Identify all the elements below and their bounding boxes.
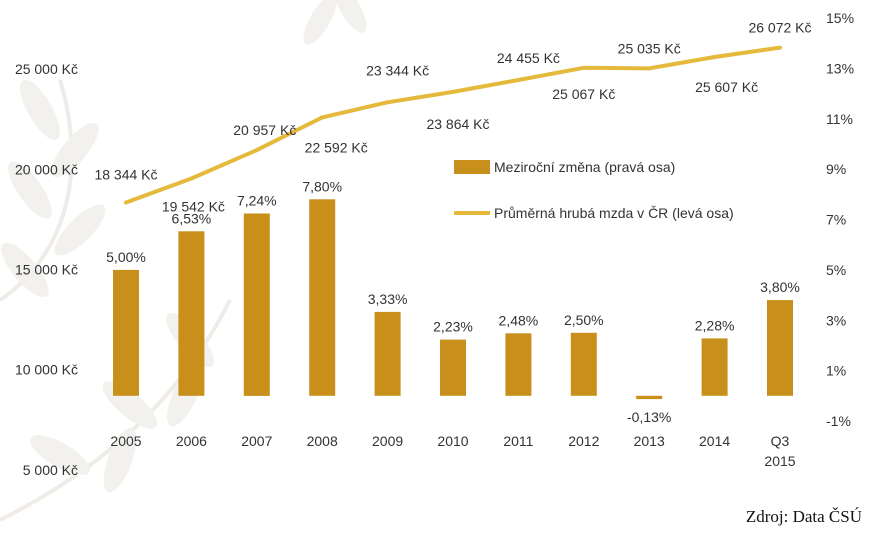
right-axis-tick-label: 1% — [826, 363, 846, 379]
right-axis-tick-label: 5% — [826, 262, 846, 278]
bar-value-label: 2,23% — [433, 319, 473, 335]
wage-value-label: 18 344 Kč — [94, 167, 157, 183]
right-axis-ticks: -1% 1% 3% 5% 7% 9% 11% 13% 15% — [826, 10, 854, 429]
wage-point — [254, 148, 259, 153]
left-axis-ticks: 5 000 Kč 10 000 Kč 15 000 Kč 20 000 Kč 25 00… — [15, 61, 78, 478]
x-axis-tick-label: Q3 — [771, 433, 790, 449]
right-axis-tick-label: -1% — [826, 413, 851, 429]
bar-value-label: 6,53% — [172, 210, 212, 226]
bar-value-label: 3,80% — [760, 279, 800, 295]
wage-value-label: 23 864 Kč — [426, 116, 489, 132]
bar-1 — [178, 231, 205, 396]
bar-3 — [309, 199, 336, 396]
bar-6 — [505, 333, 532, 396]
x-axis-tick-label: 2008 — [307, 433, 338, 449]
bar-8 — [636, 395, 663, 400]
line-data-labels: 18 344 Kč 19 542 Kč 20 957 Kč 22 592 Kč 23 3… — [94, 20, 811, 215]
bar-0 — [113, 269, 139, 396]
wage-point — [320, 115, 325, 120]
x-axis-ticks: 2005 2006 2007 2008 2009 2010 2011 2012 2013 2014… — [110, 433, 795, 469]
right-axis-tick-label: 15% — [826, 10, 854, 26]
right-axis-tick-label: 7% — [826, 212, 846, 228]
wage-point — [124, 200, 128, 205]
bar-4 — [374, 311, 401, 396]
wage-point — [516, 78, 521, 82]
wage-value-label: 26 072 Kč — [748, 20, 811, 36]
wage-value-label: 19 542 Kč — [162, 199, 225, 215]
bar-7 — [570, 332, 597, 396]
bar-2 — [243, 213, 270, 396]
x-axis-tick-label: 2009 — [372, 433, 403, 449]
bar-data-labels: 5,00% 6,53% 7,24% 7,80% 3,33% 2,23% 2,48% 2,50%… — [106, 178, 800, 425]
wage-value-label: 24 455 Kč — [497, 50, 560, 66]
x-axis-tick-label: 2013 — [634, 433, 665, 449]
bar-value-label: 2,28% — [695, 317, 735, 333]
wage-value-label: 23 344 Kč — [366, 62, 429, 78]
bar-9 — [701, 338, 728, 396]
bar-value-label: 3,33% — [368, 291, 408, 307]
wage-point — [778, 45, 782, 50]
right-axis-tick-label: 11% — [826, 111, 853, 127]
wage-value-label: 25 035 Kč — [618, 40, 681, 56]
x-axis-tick-label: 2005 — [110, 433, 141, 449]
right-axis-tick-label: 13% — [826, 60, 854, 76]
x-axis-tick-label: 2010 — [437, 433, 468, 449]
x-axis-tick-label: 2012 — [568, 433, 599, 449]
left-axis-tick-label: 10 000 Kč — [15, 362, 78, 378]
legend: Meziroční změna (pravá osa) Průměrná hru… — [454, 159, 734, 221]
legend-bar-label: Meziroční změna (pravá osa) — [494, 159, 675, 175]
right-axis-tick-label: 9% — [826, 161, 846, 177]
bar-value-label: 2,48% — [499, 312, 539, 328]
legend-bar-swatch — [454, 160, 490, 174]
bar-value-label: 7,80% — [302, 178, 342, 194]
wage-point — [451, 89, 455, 94]
x-axis-tick-label: 2014 — [699, 433, 730, 449]
bar-value-label: -0,13% — [627, 409, 671, 425]
wage-value-label: 22 592 Kč — [305, 139, 368, 155]
source-note: Zdroj: Data ČSÚ — [745, 507, 862, 526]
wage-point — [189, 176, 194, 181]
line-series-layer — [124, 45, 782, 205]
wage-point — [581, 65, 586, 70]
wage-point — [385, 100, 390, 105]
left-axis-tick-label: 5 000 Kč — [23, 462, 78, 478]
left-axis-tick-label: 15 000 Kč — [15, 262, 78, 278]
x-axis-tick-label: 2011 — [503, 433, 533, 449]
x-axis-tick-label: 2006 — [176, 433, 207, 449]
wage-value-label: 25 607 Kč — [695, 79, 758, 95]
wage-point — [712, 55, 717, 59]
legend-line-label: Průměrná hrubá mzda v ČR (levá osa) — [494, 205, 734, 221]
bar-series — [113, 199, 793, 400]
bar-10 — [767, 300, 793, 396]
bar-value-label: 7,24% — [237, 193, 277, 209]
wage-point — [647, 66, 652, 71]
bar-value-label: 2,50% — [564, 312, 604, 328]
bar-5 — [440, 339, 466, 396]
left-axis-tick-label: 25 000 Kč — [15, 61, 78, 77]
x-axis-tick-label: 2015 — [764, 453, 795, 469]
wage-value-label: 20 957 Kč — [233, 122, 296, 138]
left-axis-tick-label: 20 000 Kč — [15, 161, 78, 177]
right-axis-tick-label: 3% — [826, 312, 846, 328]
x-axis-tick-label: 2007 — [241, 433, 272, 449]
wage-value-label: 25 067 Kč — [552, 86, 615, 102]
bar-value-label: 5,00% — [106, 249, 146, 265]
